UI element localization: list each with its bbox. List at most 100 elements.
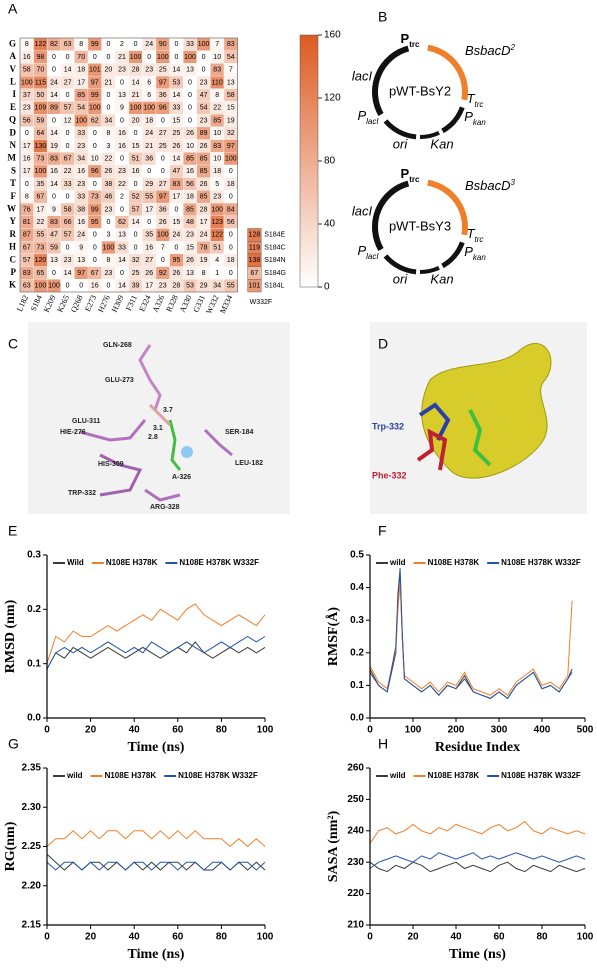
legend-label: wild <box>389 771 406 780</box>
x-tick-label: 100 <box>405 725 422 736</box>
cell-value: 100 <box>103 244 115 251</box>
plasmid-label: Kan <box>430 271 453 286</box>
cell-value: 13 <box>118 92 126 99</box>
cell-value: 96 <box>91 168 99 175</box>
y-tick-label: 0.1 <box>27 658 41 669</box>
label-main: P <box>357 108 366 123</box>
cell-value: 23 <box>213 194 221 201</box>
cell-value: 29 <box>145 181 153 188</box>
y-tick-label: 2.25 <box>22 841 42 852</box>
cell-value: 8 <box>215 92 219 99</box>
cell-value: 57 <box>132 206 140 213</box>
series-line <box>46 603 266 664</box>
row-label: R <box>10 229 17 239</box>
cell-value: 13 <box>118 232 126 239</box>
cell-value: 2 <box>120 194 124 201</box>
cell-value: 100 <box>35 168 47 175</box>
cell-value: 89 <box>200 130 208 137</box>
label-sub: trc <box>475 235 484 244</box>
cell-value: 0 <box>147 219 151 226</box>
cell-value: 85 <box>186 155 194 162</box>
label-sub: trc <box>409 40 420 49</box>
panel-label: H <box>378 736 388 752</box>
colorbar <box>299 34 319 288</box>
cell-value: 17 <box>37 206 45 213</box>
residue-label: GLN-268 <box>103 342 132 349</box>
panel-label: F <box>378 523 387 539</box>
cell-value: 0 <box>52 67 56 74</box>
cell-value: 16 <box>118 143 126 150</box>
cell-value: 15 <box>132 143 140 150</box>
y-tick-label: 0.3 <box>27 550 41 561</box>
cell-value: 28 <box>173 282 181 289</box>
panel-label: B <box>378 9 387 25</box>
cell-value: 39 <box>132 282 140 289</box>
cell-value: 0 <box>134 232 138 239</box>
cell-value: 0 <box>120 270 124 277</box>
cell-value: 32 <box>132 257 140 264</box>
cell-value: 27 <box>159 130 167 137</box>
extra-row-label: S184G <box>264 270 286 277</box>
cell-value: 35 <box>145 232 153 239</box>
cell-value: 50 <box>37 92 45 99</box>
label-sup: 3 <box>511 178 516 187</box>
cell-value: 0 <box>66 282 70 289</box>
cell-value: 0 <box>52 270 56 277</box>
cell-value: 97 <box>159 194 167 201</box>
colorbar-tick-label: 40 <box>324 219 336 230</box>
y-tick-label: 250 <box>347 794 364 805</box>
legend-label: wild <box>66 771 83 780</box>
cell-value: 73 <box>37 155 45 162</box>
cell-value: 122 <box>211 232 223 239</box>
cell-value: 95 <box>173 257 181 264</box>
cell-value: 0 <box>229 168 233 175</box>
colorbar-tick-label: 0 <box>324 282 330 293</box>
cell-value: 0 <box>202 54 206 61</box>
cell-value: 0 <box>147 168 151 175</box>
series-line <box>369 861 586 873</box>
residue-label: HIE-276 <box>60 429 86 436</box>
x-tick-label: 20 <box>85 725 97 736</box>
cell-value: 16 <box>145 244 153 251</box>
cell-value: 0 <box>93 130 97 137</box>
y-tick-label: 2.30 <box>22 802 42 813</box>
cell-value: 18 <box>145 117 153 124</box>
cell-value: 0 <box>66 92 70 99</box>
cell-value: 119 <box>249 244 260 251</box>
cell-value: 67 <box>23 244 31 251</box>
cell-value: 24 <box>145 41 153 48</box>
row-label: M <box>8 153 17 163</box>
row-label: C <box>10 254 17 264</box>
cell-value: 78 <box>200 244 208 251</box>
x-tick-label: 100 <box>257 932 274 943</box>
row-label: H <box>9 242 16 252</box>
cell-value: 18 <box>227 257 235 264</box>
cell-value: 65 <box>37 270 45 277</box>
cell-value: 81 <box>23 219 31 226</box>
cell-value: 63 <box>64 41 72 48</box>
cell-value: 9 <box>120 105 124 112</box>
plasmid-label: Ttrc <box>467 91 484 108</box>
cell-value: 16 <box>23 54 31 61</box>
cell-value: 0 <box>106 92 110 99</box>
metal-ion <box>181 446 193 458</box>
cell-value: 85 <box>200 155 208 162</box>
y-tick-label: 210 <box>347 920 364 931</box>
cell-value: 27 <box>145 257 153 264</box>
y-tick-label: 2.35 <box>22 763 42 774</box>
cell-value: 100 <box>225 155 237 162</box>
cell-value: 59 <box>50 244 58 251</box>
cell-value: 16 <box>50 168 58 175</box>
cell-value: 0 <box>106 105 110 112</box>
legend-label: N108E H378K <box>105 771 157 780</box>
plasmid-arc <box>383 119 417 140</box>
y-tick-label: 0.1 <box>350 680 364 691</box>
cell-value: 22 <box>213 105 221 112</box>
cell-value: 14 <box>50 92 58 99</box>
cell-value: 0 <box>134 244 138 251</box>
cell-value: 0 <box>188 105 192 112</box>
extra-row-label: S184C <box>264 244 285 251</box>
cell-value: 15 <box>173 219 181 226</box>
cell-value: 0 <box>93 257 97 264</box>
cell-value: 3 <box>106 232 110 239</box>
